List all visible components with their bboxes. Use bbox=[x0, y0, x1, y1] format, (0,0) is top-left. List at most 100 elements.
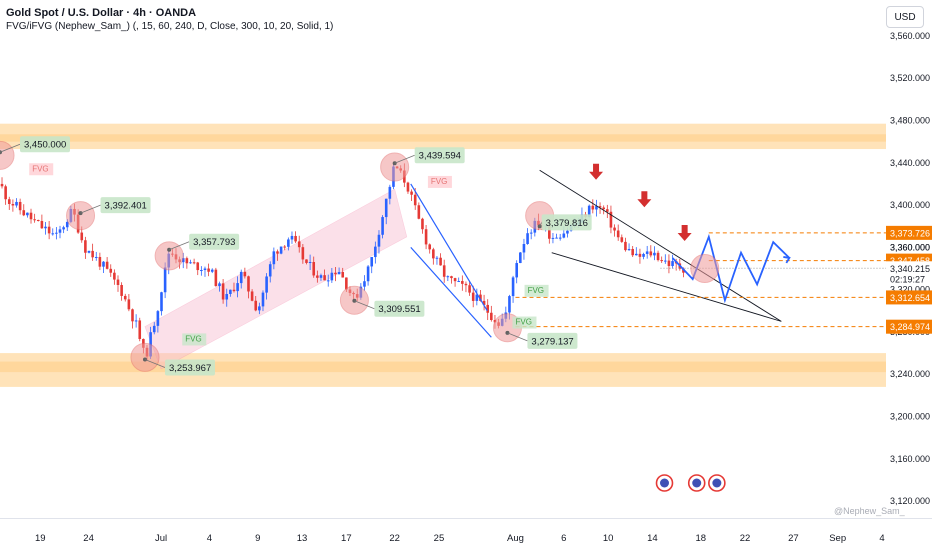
candle-body bbox=[446, 276, 450, 278]
candle-body bbox=[163, 267, 167, 293]
candle-body bbox=[345, 277, 348, 290]
candle-body bbox=[558, 237, 562, 239]
candle-body bbox=[225, 293, 229, 300]
callout-line bbox=[168, 241, 190, 251]
candle-body bbox=[417, 205, 421, 219]
swing-point-marker bbox=[66, 201, 96, 231]
candle-body bbox=[529, 232, 533, 234]
x-tick-label: 19 bbox=[35, 533, 46, 544]
price-level-tag bbox=[886, 225, 932, 240]
candle-body bbox=[555, 237, 558, 239]
candle-body bbox=[58, 229, 62, 233]
candle-body bbox=[102, 261, 105, 267]
candle-body bbox=[84, 240, 87, 253]
candle-body bbox=[22, 210, 26, 216]
indicator-legend[interactable]: FVG/iFVG (Nephew_Sam_) (, 15, 60, 240, D… bbox=[6, 21, 334, 32]
candle-body bbox=[515, 263, 518, 278]
wedge-trendline bbox=[551, 252, 782, 322]
candle-body bbox=[606, 209, 609, 212]
y-tick-label: 3,120.000 bbox=[890, 496, 930, 506]
candle-body bbox=[105, 261, 109, 269]
x-tick-label: 22 bbox=[740, 533, 751, 544]
candle-body bbox=[439, 257, 442, 266]
candle-body bbox=[152, 325, 156, 333]
candle-body bbox=[51, 233, 55, 235]
candle-body bbox=[207, 268, 210, 272]
candle-body bbox=[127, 299, 131, 310]
candle-body bbox=[116, 279, 120, 285]
price-level-tag bbox=[886, 290, 932, 305]
x-tick-label: 13 bbox=[297, 533, 308, 544]
callout-line bbox=[394, 154, 415, 164]
candle-body bbox=[562, 233, 566, 238]
candle-body bbox=[221, 283, 225, 300]
flag-icon bbox=[712, 478, 722, 488]
price-callout-label: 3,309.551 bbox=[378, 304, 420, 315]
candle-body bbox=[461, 281, 464, 284]
x-tick-label: 14 bbox=[647, 533, 658, 544]
flag-icon bbox=[692, 478, 702, 488]
x-tick-label: Aug bbox=[507, 533, 524, 544]
y-tick-label: 3,360.000 bbox=[890, 242, 930, 252]
candle-body bbox=[156, 311, 160, 326]
candle-body bbox=[334, 272, 337, 275]
x-tick-label: 10 bbox=[603, 533, 614, 544]
candle-body bbox=[236, 283, 239, 292]
candle-body bbox=[624, 241, 627, 251]
candle-body bbox=[98, 256, 102, 267]
candle-body bbox=[276, 251, 279, 254]
candle-body bbox=[301, 247, 305, 260]
x-tick-label: 18 bbox=[695, 533, 706, 544]
candle-body bbox=[94, 256, 98, 258]
candle-body bbox=[91, 250, 94, 258]
callout-box bbox=[527, 332, 578, 349]
candle-body bbox=[627, 248, 631, 251]
callout-box bbox=[414, 147, 465, 164]
candle-body bbox=[0, 183, 4, 187]
candle-body bbox=[287, 239, 290, 247]
callout-line bbox=[80, 204, 101, 214]
candle-body bbox=[642, 253, 645, 257]
candle-body bbox=[406, 182, 410, 192]
current-price-label: 3,340.215 bbox=[890, 264, 930, 274]
price-callout-label: 3,279.137 bbox=[531, 336, 573, 347]
price-callout-label: 3,253.967 bbox=[169, 363, 211, 374]
swing-point-marker bbox=[690, 254, 720, 284]
candle-body bbox=[602, 207, 605, 210]
candle-body bbox=[609, 211, 613, 228]
candle-body bbox=[229, 289, 232, 294]
candle-body bbox=[80, 232, 84, 241]
sell-arrow-icon bbox=[677, 225, 692, 242]
y-tick-label: 3,200.000 bbox=[890, 412, 930, 422]
candle-body bbox=[62, 227, 65, 230]
candle-body bbox=[218, 283, 221, 287]
callout-box bbox=[164, 359, 215, 376]
candle-body bbox=[664, 260, 667, 262]
candle-body bbox=[671, 261, 674, 267]
y-tick-label: 3,240.000 bbox=[890, 369, 930, 379]
x-tick-label: 24 bbox=[83, 533, 94, 544]
candle-body bbox=[203, 268, 207, 271]
candle-body bbox=[239, 271, 243, 284]
fvg-box bbox=[427, 175, 452, 188]
callout-box bbox=[541, 214, 592, 231]
candle-body bbox=[11, 204, 15, 206]
candle-body bbox=[18, 201, 22, 211]
candle-body bbox=[457, 281, 461, 283]
candle-body bbox=[268, 264, 272, 277]
y-tick-label: 3,560.000 bbox=[890, 31, 930, 41]
wedge-trendline bbox=[539, 169, 782, 322]
currency-button[interactable]: USD bbox=[886, 6, 924, 28]
candle-body bbox=[200, 270, 203, 272]
candle-body bbox=[312, 261, 316, 276]
callout-box bbox=[100, 197, 151, 214]
symbol-title[interactable]: Gold Spot / U.S. Dollar · 4h · OANDA bbox=[6, 7, 197, 19]
candle-body bbox=[410, 191, 413, 195]
candle-body bbox=[428, 244, 432, 250]
candle-body bbox=[123, 295, 127, 300]
candle-body bbox=[508, 296, 511, 313]
swing-point-marker bbox=[130, 342, 160, 372]
candle-body bbox=[308, 261, 312, 263]
